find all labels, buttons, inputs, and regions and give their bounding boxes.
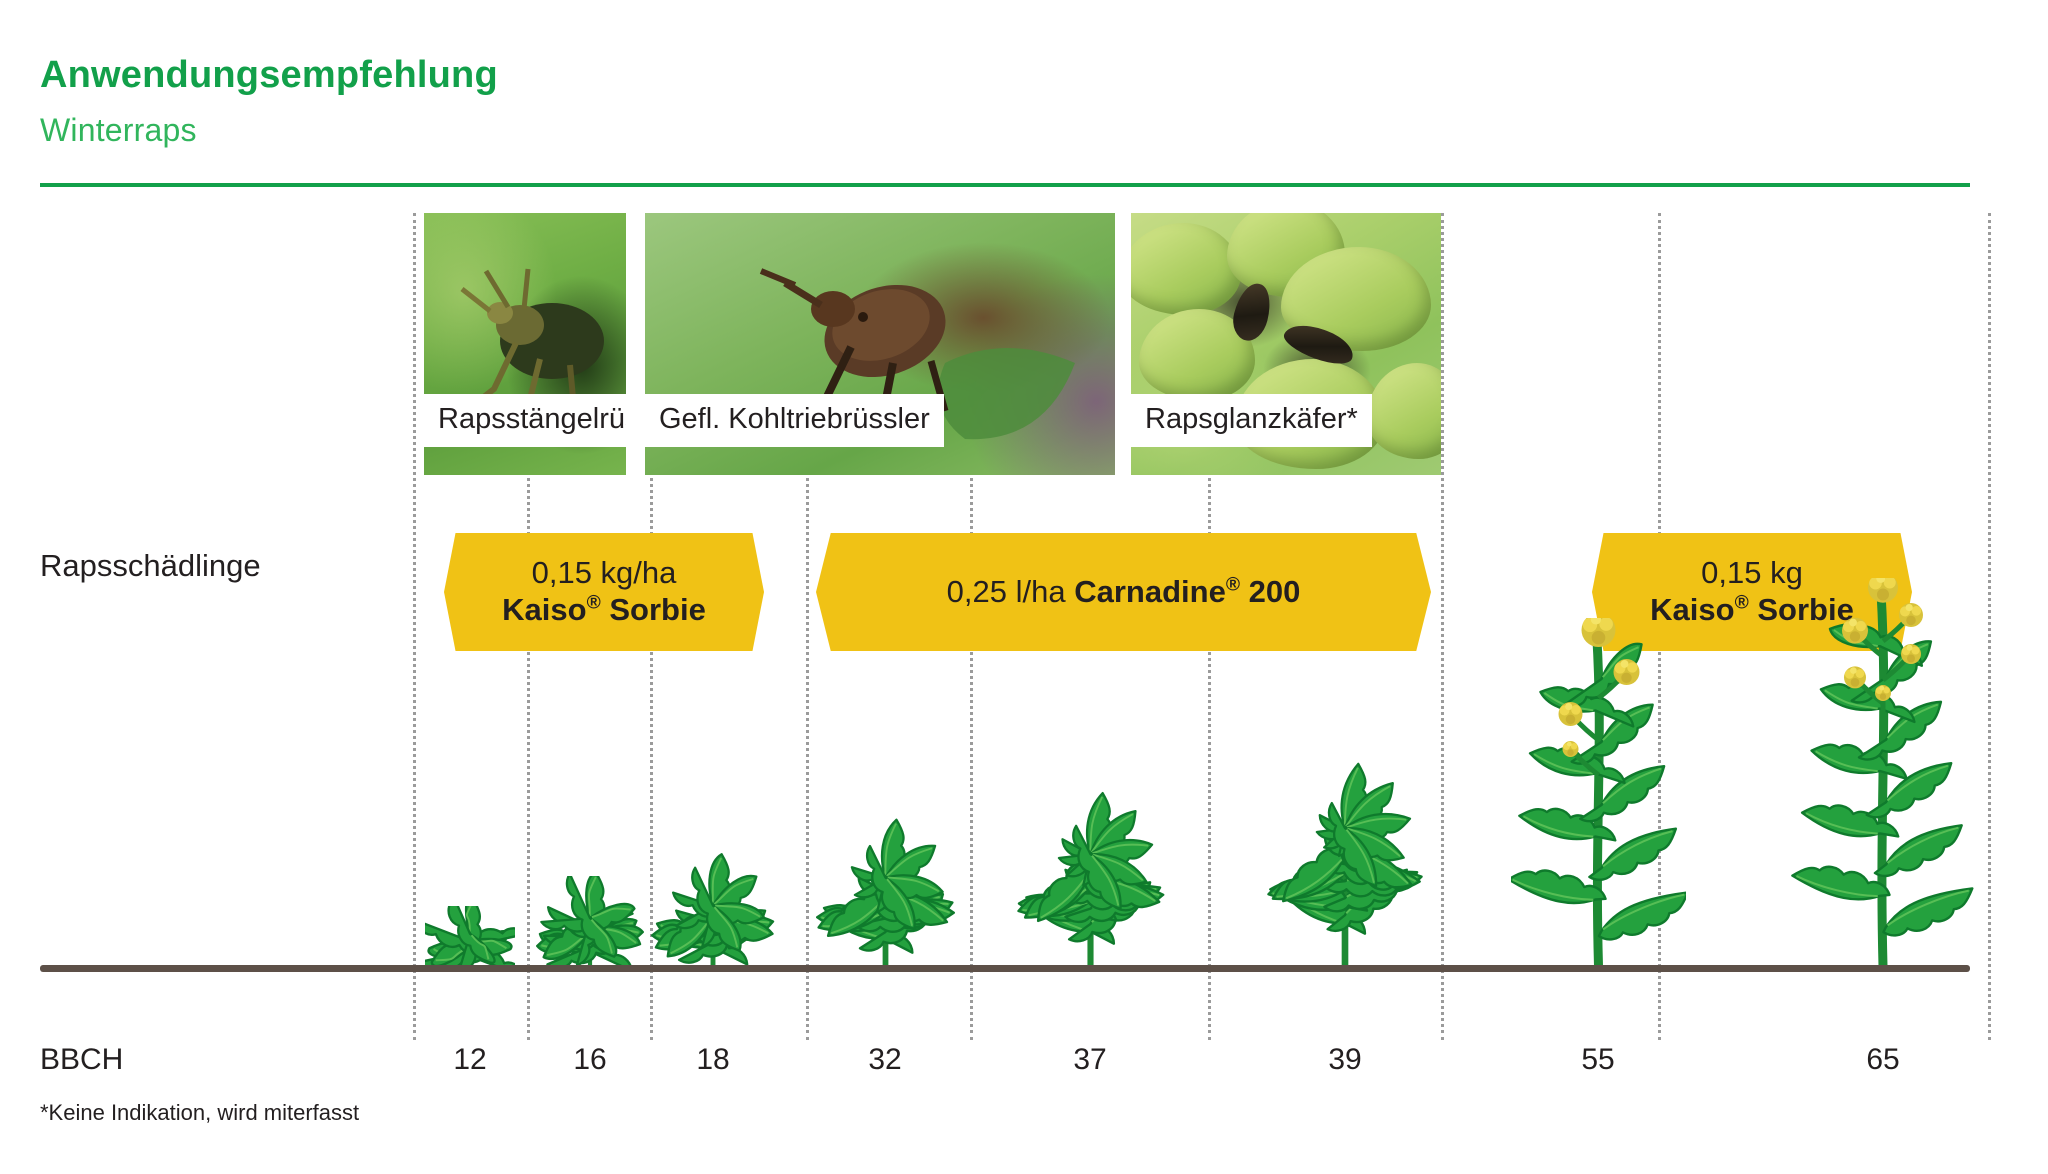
row-label-rapsschaedlinge: Rapsschädlinge xyxy=(40,548,261,583)
plant-bbch-37 xyxy=(1003,753,1178,968)
axis-title-bbch: BBCH xyxy=(40,1043,124,1076)
gridline-8 xyxy=(1988,213,1991,1040)
plant-bbch-16 xyxy=(530,876,650,968)
plant-bbch-12 xyxy=(425,906,515,968)
pest-photo-rapsglanzkaefer: Rapsglanzkäfer* xyxy=(1131,213,1441,475)
plant-bbch-55 xyxy=(1510,618,1686,968)
plant-bbch-39 xyxy=(1250,703,1440,968)
axis-tick-32: 32 xyxy=(868,1043,902,1076)
ground-baseline xyxy=(40,965,1970,972)
application-rate: 0,15 kg/ha xyxy=(531,555,677,591)
plant-bbch-32 xyxy=(803,798,968,968)
gridline-6 xyxy=(1441,213,1444,1040)
pest-caption: Rapsstängelrüssler xyxy=(424,394,626,447)
pest-photo-rapsstaengelruessler: Rapsstängelrüssler xyxy=(424,213,626,475)
page-title: Anwendungsempfehlung xyxy=(40,54,498,96)
application-product: Carnadine® 200 xyxy=(1074,573,1301,609)
axis-tick-55: 55 xyxy=(1581,1043,1615,1076)
application-banner-carnadine[interactable]: 0,25 l/ha Carnadine® 200 xyxy=(816,533,1431,651)
page-subtitle: Winterraps xyxy=(40,112,197,148)
axis-tick-65: 65 xyxy=(1866,1043,1900,1076)
plant-bbch-65 xyxy=(1783,578,1983,968)
plant-bbch-18 xyxy=(643,852,783,968)
application-product: Kaiso® Sorbie xyxy=(502,592,706,629)
pest-caption: Gefl. Kohltriebrüssler xyxy=(645,394,944,447)
application-rate: 0,25 l/ha xyxy=(946,573,1075,609)
application-product: Kaiso® Sorbie xyxy=(1650,592,1854,629)
application-banner-kaiso-early[interactable]: 0,15 kg/ha Kaiso® Sorbie xyxy=(444,533,764,651)
header-divider xyxy=(40,183,1970,187)
axis-tick-18: 18 xyxy=(696,1043,730,1076)
gridline-0 xyxy=(413,213,416,1040)
product-name-kaiso-late: Kaiso® Sorbie xyxy=(1650,592,1854,627)
axis-tick-37: 37 xyxy=(1073,1043,1107,1076)
application-rate: 0,15 kg xyxy=(1701,555,1803,591)
pest-caption: Rapsglanzkäfer* xyxy=(1131,394,1372,447)
gridline-3 xyxy=(806,213,809,1040)
footnote: *Keine Indikation, wird miterfasst xyxy=(40,1100,360,1125)
axis-tick-39: 39 xyxy=(1328,1043,1362,1076)
product-name-kaiso-early: Kaiso® Sorbie xyxy=(502,592,706,627)
axis-tick-16: 16 xyxy=(573,1043,607,1076)
pest-photo-gefl-kohltriebruessler: Gefl. Kohltriebrüssler xyxy=(645,213,1115,475)
axis-tick-12: 12 xyxy=(453,1043,487,1076)
